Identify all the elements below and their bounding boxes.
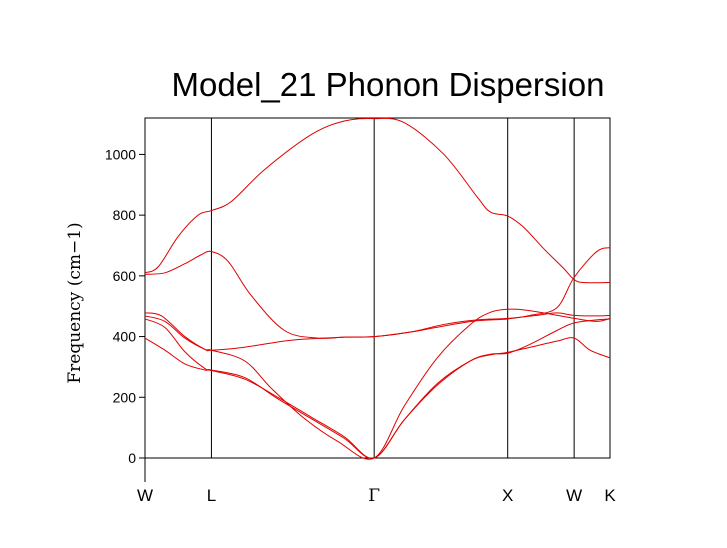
x-tick-label: W bbox=[566, 486, 582, 505]
y-axis-label: Frequency (cm−1) bbox=[65, 222, 85, 383]
y-tick-label: 400 bbox=[113, 329, 137, 345]
y-tick-label: 0 bbox=[128, 450, 136, 466]
y-axis-ticks: 0 200 400 600 800 1000 bbox=[105, 146, 146, 482]
x-tick-label: L bbox=[207, 486, 216, 505]
dispersion-branch-6 bbox=[144, 337, 611, 459]
plot-area-frame bbox=[144, 117, 611, 459]
y-tick-label: 1000 bbox=[105, 146, 136, 162]
x-tick-label: Γ bbox=[368, 486, 380, 506]
dispersion-branches bbox=[144, 117, 611, 460]
dispersion-branch-1 bbox=[144, 117, 611, 284]
high-symmetry-lines bbox=[210, 118, 575, 458]
y-tick-label: 600 bbox=[113, 268, 137, 284]
y-tick-label: 800 bbox=[113, 207, 137, 223]
y-tick-label: 200 bbox=[113, 389, 137, 405]
dispersion-branch-2 bbox=[144, 247, 611, 339]
x-tick-label: K bbox=[604, 486, 616, 505]
dispersion-branch-4 bbox=[144, 308, 611, 460]
dispersion-branch-5 bbox=[144, 318, 611, 459]
chart-title: Model_21 Phonon Dispersion bbox=[172, 66, 605, 103]
x-tick-label: W bbox=[137, 486, 153, 505]
x-tick-label: X bbox=[502, 486, 513, 505]
